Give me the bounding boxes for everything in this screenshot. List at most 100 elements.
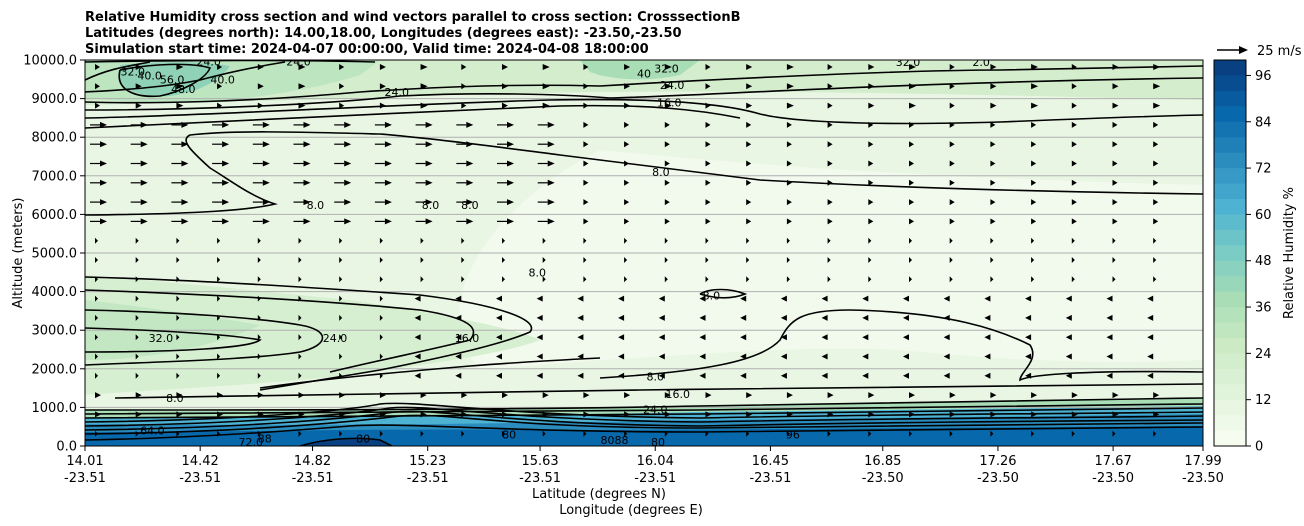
- wind-vector: [786, 237, 790, 244]
- wind-vector: [257, 64, 264, 70]
- wind-vector: [100, 160, 107, 167]
- contour-line: [85, 397, 1203, 411]
- wind-vector: [990, 430, 994, 437]
- wind-vector: [705, 411, 712, 418]
- x-axis-label: Latitude (degrees N): [532, 487, 666, 502]
- contour-label: 8.0: [529, 266, 547, 279]
- colorbar-tick-label: 0: [1255, 440, 1263, 455]
- wind-vector: [664, 276, 668, 283]
- wind-vector: [298, 83, 306, 90]
- wind-vector: [583, 141, 589, 148]
- contour-label: 8.0: [703, 289, 721, 302]
- wind-vector: [95, 257, 98, 263]
- wind-vector: [624, 257, 628, 263]
- colorbar-step: [1214, 276, 1246, 292]
- colorbar-step: [1214, 214, 1246, 230]
- wind-vector: [1106, 334, 1113, 341]
- wind-vector: [984, 372, 991, 379]
- wind-vector: [705, 141, 711, 148]
- contour-label: 24.0: [385, 86, 410, 99]
- colorbar-tick-label: 60: [1255, 208, 1272, 223]
- wind-vector: [583, 276, 587, 283]
- wind-vector: [1031, 218, 1037, 225]
- title-line-3: Simulation start time: 2024-04-07 00:00:…: [85, 42, 649, 57]
- field-bl-5: [300, 438, 390, 446]
- wind-vector: [298, 353, 302, 360]
- wind-vector: [1071, 64, 1077, 70]
- wind-vector: [618, 353, 625, 360]
- wind-vector: [298, 392, 305, 399]
- wind-vector: [821, 295, 828, 302]
- wind-vector: [344, 199, 352, 206]
- wind-vector: [461, 257, 465, 263]
- colorbar-step: [1214, 291, 1246, 308]
- wind-vector: [339, 237, 343, 244]
- wind-vector: [1112, 276, 1116, 283]
- wind-vector: [502, 411, 508, 418]
- colorbar-step: [1214, 152, 1246, 169]
- wind-vector: [1147, 372, 1154, 379]
- wind-vector: [461, 430, 465, 437]
- wind-vector: [990, 276, 994, 283]
- wind-vector: [984, 314, 991, 321]
- x-tick-lon: -23.50: [977, 471, 1019, 486]
- wind-vector: [135, 334, 139, 341]
- x-tick-lon: -23.51: [292, 471, 334, 486]
- wind-vector: [1153, 218, 1159, 225]
- wind-vector: [547, 121, 555, 128]
- wind-vector: [984, 295, 991, 302]
- wind-vector: [658, 334, 665, 341]
- x-tick-lat: 17.67: [1095, 454, 1132, 469]
- wind-vector: [135, 102, 142, 109]
- contour-line: [85, 104, 741, 129]
- wind-vector: [949, 64, 955, 70]
- wind-vector: [339, 295, 343, 302]
- wind-vector: [780, 334, 787, 341]
- wind-vector: [379, 430, 383, 437]
- y-tick-label: 6000.0: [32, 208, 78, 223]
- wind-vector: [536, 314, 543, 321]
- wind-vector: [257, 257, 261, 263]
- wind-vector: [262, 199, 270, 206]
- wind-vector: [746, 179, 752, 186]
- wind-vector: [868, 218, 874, 225]
- wind-vector: [786, 392, 793, 399]
- wind-vector: [664, 83, 672, 90]
- y-tick-label: 5000.0: [32, 247, 78, 262]
- wind-vector: [949, 102, 955, 109]
- y-tick-label: 9000.0: [32, 92, 78, 107]
- wind-vector: [461, 237, 465, 244]
- wind-vector: [303, 199, 311, 206]
- contour-line: [85, 327, 262, 353]
- wind-vector: [181, 160, 189, 167]
- wind-vector: [176, 257, 180, 263]
- wind-vector: [257, 353, 261, 360]
- wind-vector: [384, 141, 392, 148]
- wind-vector: [507, 160, 514, 167]
- wind-vector: [217, 83, 223, 90]
- wind-vector: [990, 257, 994, 263]
- wind-vector: [217, 353, 221, 360]
- wind-vector: [379, 334, 383, 341]
- wind-vector: [618, 295, 625, 302]
- wind-vector: [257, 83, 264, 90]
- wind-vector: [624, 179, 630, 186]
- wind-vector: [1065, 372, 1072, 379]
- wind-vector: [339, 64, 345, 70]
- wind-vector: [1031, 160, 1037, 167]
- x-tick-lat: 14.42: [182, 454, 219, 469]
- contour-line: [85, 402, 1203, 423]
- title-line-2: Latitudes (degrees north): 14.00,18.00, …: [85, 26, 682, 41]
- wind-vector: [1153, 237, 1157, 244]
- colorbar-frame: [1213, 59, 1247, 447]
- contour-label: 8.0: [461, 199, 479, 212]
- contour-label: 72.0: [238, 436, 263, 449]
- wind-vector: [1112, 141, 1118, 148]
- wind-vector: [1153, 199, 1159, 206]
- contour-label: 8.0: [166, 392, 184, 405]
- wind-vector: [135, 237, 139, 244]
- contour-label: 88: [615, 434, 629, 447]
- wind-vector: [583, 430, 587, 437]
- wind-vector: [414, 353, 421, 360]
- wind-vector: [827, 411, 834, 418]
